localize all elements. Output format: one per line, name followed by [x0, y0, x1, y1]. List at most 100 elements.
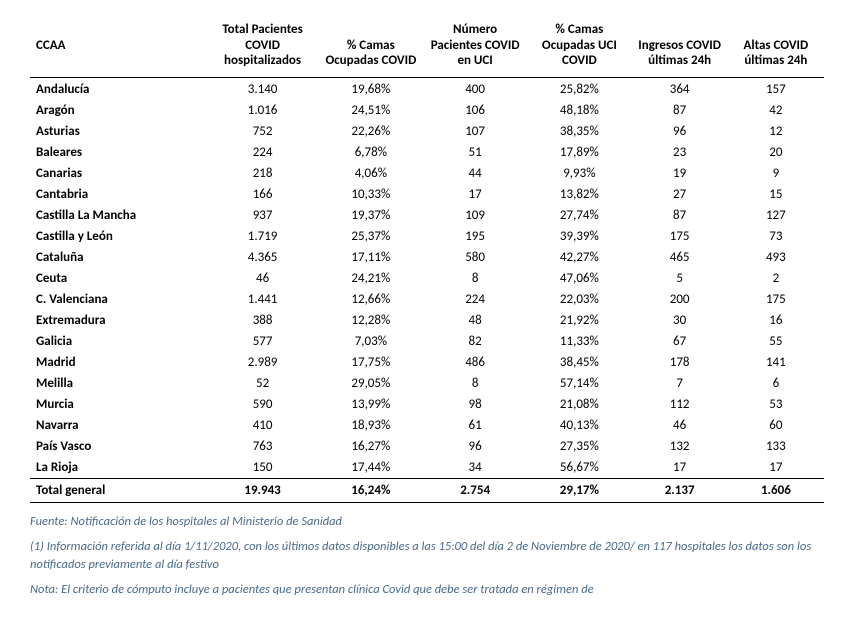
cell-total-value: 16,24% — [319, 478, 423, 502]
cell-ccaa: Navarra — [30, 415, 206, 436]
cell-value: 4,06% — [319, 163, 423, 184]
cell-value: 107 — [423, 121, 527, 142]
cell-value: 87 — [632, 205, 728, 226]
cell-ccaa: C. Valenciana — [30, 289, 206, 310]
cell-value: 27 — [632, 184, 728, 205]
cell-value: 11,33% — [527, 331, 631, 352]
cell-value: 400 — [423, 77, 527, 100]
cell-value: 25,37% — [319, 226, 423, 247]
cell-value: 96 — [423, 436, 527, 457]
cell-value: 42 — [728, 100, 824, 121]
cell-value: 1.441 — [206, 289, 318, 310]
table-row: Murcia59013,99%9821,08%11253 — [30, 394, 824, 415]
cell-value: 3.140 — [206, 77, 318, 100]
cell-value: 17,75% — [319, 352, 423, 373]
cell-value: 53 — [728, 394, 824, 415]
cell-value: 19,68% — [319, 77, 423, 100]
cell-value: 51 — [423, 142, 527, 163]
cell-value: 10,33% — [319, 184, 423, 205]
col-uci: Número Pacientes COVID en UCI — [423, 20, 527, 77]
cell-value: 7,03% — [319, 331, 423, 352]
table-row: Castilla La Mancha93719,37%10927,74%8712… — [30, 205, 824, 226]
cell-value: 46 — [632, 415, 728, 436]
cell-value: 23 — [632, 142, 728, 163]
table-row: País Vasco76316,27%9627,35%132133 — [30, 436, 824, 457]
cell-value: 17,89% — [527, 142, 631, 163]
cell-value: 24,51% — [319, 100, 423, 121]
table-row: Cantabria16610,33%1713,82%2715 — [30, 184, 824, 205]
cell-value: 6 — [728, 373, 824, 394]
cell-value: 82 — [423, 331, 527, 352]
cell-value: 67 — [632, 331, 728, 352]
cell-total-value: 2.137 — [632, 478, 728, 502]
cell-value: 12,28% — [319, 310, 423, 331]
cell-value: 47,06% — [527, 268, 631, 289]
cell-value: 12,66% — [319, 289, 423, 310]
cell-ccaa: País Vasco — [30, 436, 206, 457]
table-row: Ceuta4624,21%847,06%52 — [30, 268, 824, 289]
cell-value: 1.016 — [206, 100, 318, 121]
table-row: Cataluña4.36517,11%58042,27%465493 — [30, 247, 824, 268]
cell-value: 12 — [728, 121, 824, 142]
cell-value: 388 — [206, 310, 318, 331]
cell-value: 57,14% — [527, 373, 631, 394]
col-altas: Altas COVID últimas 24h — [728, 20, 824, 77]
cell-value: 178 — [632, 352, 728, 373]
cell-value: 48 — [423, 310, 527, 331]
table-row: Galicia5777,03%8211,33%6755 — [30, 331, 824, 352]
cell-value: 364 — [632, 77, 728, 100]
cell-value: 20 — [728, 142, 824, 163]
cell-value: 937 — [206, 205, 318, 226]
cell-value: 224 — [206, 142, 318, 163]
cell-value: 132 — [632, 436, 728, 457]
col-total: Total Pacientes COVID hospitalizados — [206, 20, 318, 77]
cell-ccaa: Cantabria — [30, 184, 206, 205]
cell-ccaa: Castilla y León — [30, 226, 206, 247]
cell-value: 7 — [632, 373, 728, 394]
cell-value: 2.989 — [206, 352, 318, 373]
table-row: Baleares2246,78%5117,89%2320 — [30, 142, 824, 163]
cell-value: 22,26% — [319, 121, 423, 142]
cell-value: 218 — [206, 163, 318, 184]
cell-value: 195 — [423, 226, 527, 247]
cell-value: 127 — [728, 205, 824, 226]
footer-note-2: Nota: El criterio de cómputo incluye a p… — [30, 581, 824, 600]
cell-value: 580 — [423, 247, 527, 268]
col-ingresos: Ingresos COVID últimas 24h — [632, 20, 728, 77]
table-row: Madrid2.98917,75%48638,45%178141 — [30, 352, 824, 373]
cell-value: 19 — [632, 163, 728, 184]
footer-source: Fuente: Notificación de los hospitales a… — [30, 513, 824, 532]
cell-value: 486 — [423, 352, 527, 373]
cell-value: 96 — [632, 121, 728, 142]
cell-ccaa: Melilla — [30, 373, 206, 394]
cell-value: 40,13% — [527, 415, 631, 436]
cell-value: 30 — [632, 310, 728, 331]
cell-value: 16 — [728, 310, 824, 331]
cell-ccaa: La Rioja — [30, 457, 206, 479]
cell-total-value: 2.754 — [423, 478, 527, 502]
cell-value: 9,93% — [527, 163, 631, 184]
cell-total-label: Total general — [30, 478, 206, 502]
cell-ccaa: Aragón — [30, 100, 206, 121]
cell-value: 44 — [423, 163, 527, 184]
cell-value: 39,39% — [527, 226, 631, 247]
cell-value: 166 — [206, 184, 318, 205]
table-row: Melilla5229,05%857,14%76 — [30, 373, 824, 394]
cell-ccaa: Murcia — [30, 394, 206, 415]
cell-value: 25,82% — [527, 77, 631, 100]
table-total-row: Total general19.94316,24%2.75429,17%2.13… — [30, 478, 824, 502]
cell-value: 410 — [206, 415, 318, 436]
cell-value: 200 — [632, 289, 728, 310]
cell-value: 150 — [206, 457, 318, 479]
cell-value: 577 — [206, 331, 318, 352]
cell-total-value: 1.606 — [728, 478, 824, 502]
cell-value: 752 — [206, 121, 318, 142]
cell-ccaa: Canarias — [30, 163, 206, 184]
cell-value: 61 — [423, 415, 527, 436]
cell-value: 38,45% — [527, 352, 631, 373]
cell-value: 590 — [206, 394, 318, 415]
cell-total-value: 19.943 — [206, 478, 318, 502]
table-body: Andalucía3.14019,68%40025,82%364157Aragó… — [30, 77, 824, 502]
cell-value: 46 — [206, 268, 318, 289]
cell-value: 87 — [632, 100, 728, 121]
